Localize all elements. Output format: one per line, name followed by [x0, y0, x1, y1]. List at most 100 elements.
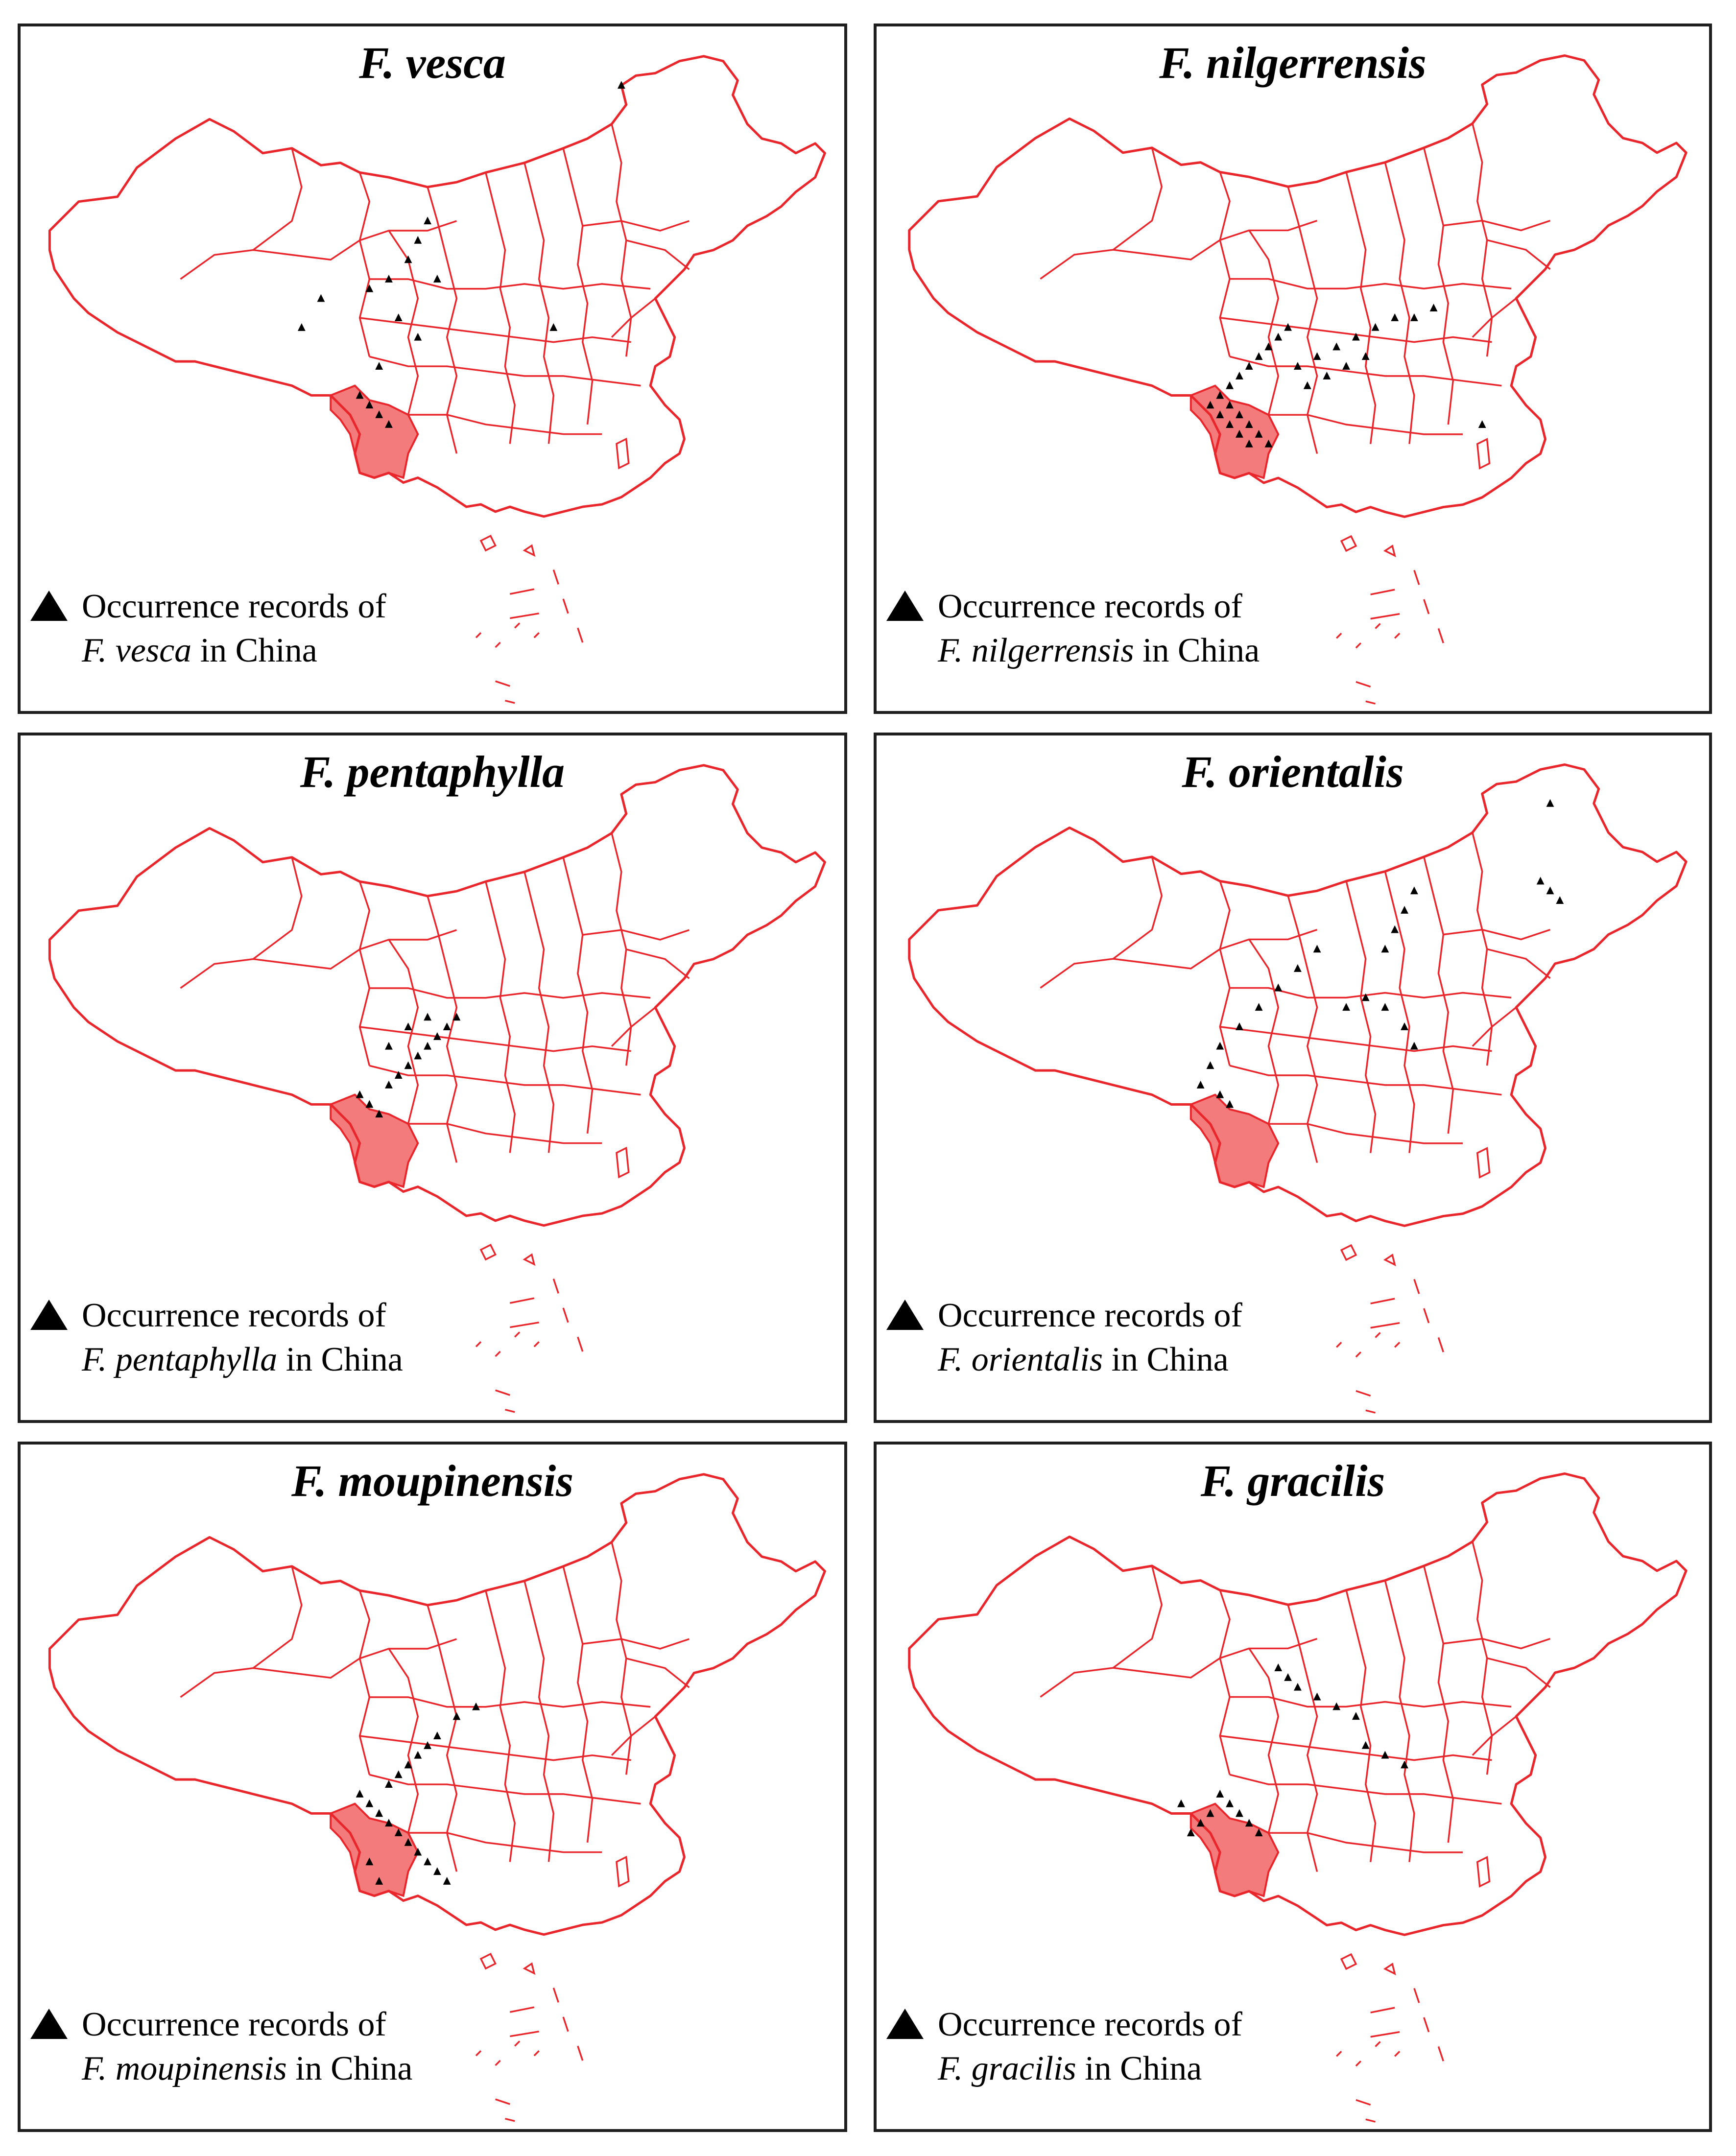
island-outline — [1370, 1298, 1400, 1329]
province-boundary — [1487, 239, 1551, 270]
occurrence-point — [1361, 352, 1370, 360]
occurrence-point — [1226, 381, 1234, 389]
occurrence-point — [1293, 362, 1302, 370]
occurrence-point — [1401, 906, 1408, 914]
province-boundary — [1472, 1715, 1517, 1756]
occurrence-point — [414, 332, 422, 341]
occurrence-point — [1206, 1061, 1214, 1069]
island-outline — [1356, 681, 1376, 705]
legend: Occurrence records of F. pentaphylla in … — [30, 1294, 403, 1382]
province-boundary — [485, 172, 516, 444]
island-outline — [509, 588, 539, 619]
occurrence-point — [1226, 1100, 1234, 1108]
occurrence-point — [1352, 1712, 1360, 1720]
occurrence-point — [365, 1857, 374, 1866]
occurrence-point — [1226, 420, 1234, 428]
occurrence-point — [385, 1080, 393, 1089]
legend-prefix: Occurrence records of — [938, 1297, 1242, 1334]
occurrence-point — [1401, 1760, 1408, 1769]
legend-suffix: in China — [1111, 1341, 1229, 1378]
island-outline — [1356, 1390, 1376, 1414]
island-outline — [1336, 1332, 1401, 1358]
occurrence-point — [1216, 1042, 1224, 1050]
occurrence-point — [414, 236, 422, 244]
island-outline — [495, 1389, 515, 1413]
occurrence-point — [424, 1013, 432, 1021]
province-boundary — [1230, 278, 1512, 290]
island-outline — [475, 622, 540, 648]
triangle-up-icon — [886, 1300, 924, 1330]
province-boundary — [626, 239, 690, 270]
occurrence-point — [1293, 964, 1302, 972]
occurrence-point — [1177, 1799, 1185, 1807]
province-boundary — [427, 187, 458, 454]
occurrence-point — [1255, 352, 1263, 360]
province-boundary — [1268, 1123, 1463, 1144]
province-boundary — [1248, 230, 1280, 415]
china-outline — [908, 54, 1688, 518]
island-outline — [552, 569, 584, 643]
occurrence-point — [424, 1741, 432, 1749]
occurrence-point — [452, 1712, 461, 1720]
island-outline — [523, 544, 536, 557]
island-outline — [1336, 623, 1401, 649]
occurrence-point — [1196, 1819, 1205, 1827]
legend-prefix: Occurrence records of — [938, 588, 1242, 625]
island-outline — [552, 1279, 584, 1352]
panel-title: F. pentaphylla — [300, 747, 565, 797]
panel-title: F. nilgerrensis — [1159, 38, 1427, 88]
occurrence-point — [1361, 1741, 1370, 1749]
province-boundary — [408, 1123, 602, 1144]
province-boundary — [1384, 162, 1415, 444]
province-boundary — [1229, 1065, 1502, 1096]
occurrence-point — [356, 391, 364, 399]
yunnan-highlight — [330, 384, 419, 479]
triangle-up-icon — [30, 1300, 68, 1330]
province-boundary — [523, 163, 555, 444]
map-panel-moupinensis: F. moupinensis Occurrence records of F. … — [18, 1442, 847, 2132]
occurrence-point — [1391, 925, 1399, 933]
occurrence-point — [1226, 401, 1234, 409]
occurrence-point — [549, 323, 558, 331]
island-outline — [495, 2098, 515, 2122]
occurrence-point — [375, 1809, 383, 1817]
occurrence-point — [385, 1042, 393, 1050]
occurrence-point — [404, 1838, 412, 1846]
occurrence-point — [1245, 439, 1253, 448]
province-boundary — [408, 1832, 602, 1853]
occurrence-point — [356, 1789, 364, 1798]
occurrence-point — [1429, 304, 1438, 312]
occurrence-point — [1245, 420, 1253, 428]
china-outline — [48, 1473, 826, 1936]
province-boundary — [1229, 1774, 1502, 1805]
occurrence-point — [1536, 877, 1545, 885]
occurrence-point — [1410, 1042, 1418, 1050]
china-map — [908, 763, 1688, 1414]
province-boundary — [180, 857, 303, 989]
occurrence-point — [424, 1042, 432, 1050]
yunnan-highlight — [1189, 1093, 1280, 1188]
occurrence-point — [1255, 1003, 1263, 1011]
island-outline — [475, 1331, 540, 1357]
occurrence-point — [1236, 371, 1243, 379]
legend-species: F. moupinensis — [82, 2050, 287, 2087]
legend-prefix: Occurrence records of — [82, 588, 386, 625]
occurrence-point — [1236, 429, 1243, 438]
province-boundary — [1345, 172, 1377, 444]
occurrence-point — [297, 323, 306, 331]
province-boundary — [1423, 856, 1454, 1134]
island-outline — [616, 1855, 630, 1888]
island-outline — [616, 437, 630, 470]
island-outline — [1476, 1147, 1491, 1179]
legend-prefix: Occurrence records of — [82, 1297, 386, 1334]
province-boundary — [611, 1007, 656, 1047]
occurrence-point — [404, 255, 412, 263]
occurrence-point — [1206, 1809, 1214, 1817]
yunnan-highlight — [1189, 1802, 1280, 1897]
province-boundary — [180, 1566, 303, 1698]
province-boundary — [358, 881, 371, 1066]
occurrence-point — [1546, 886, 1554, 895]
yunnan-highlight — [330, 1093, 419, 1188]
province-boundary — [1219, 1589, 1231, 1775]
island-outline — [1476, 1856, 1491, 1888]
